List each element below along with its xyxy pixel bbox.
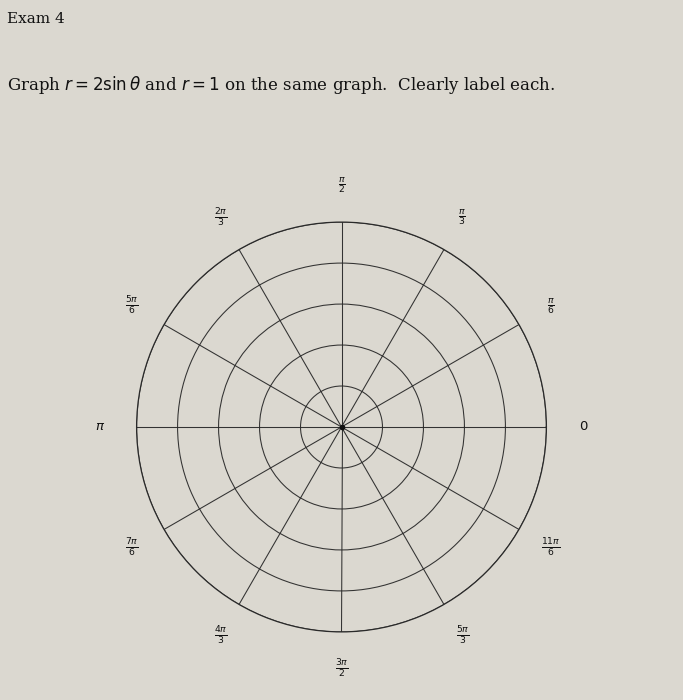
Text: Graph $r = 2\sin\theta$ and $r = 1$ on the same graph.  Clearly label each.: Graph $r = 2\sin\theta$ and $r = 1$ on t… <box>7 74 555 96</box>
Text: $\frac{\pi}{6}$: $\frac{\pi}{6}$ <box>547 296 555 316</box>
Text: $\pi$: $\pi$ <box>95 421 104 433</box>
Text: $\frac{\pi}{3}$: $\frac{\pi}{3}$ <box>458 208 466 228</box>
Text: $\frac{5\pi}{6}$: $\frac{5\pi}{6}$ <box>125 295 139 317</box>
Text: $\frac{7\pi}{6}$: $\frac{7\pi}{6}$ <box>125 537 139 559</box>
Text: $\frac{\pi}{2}$: $\frac{\pi}{2}$ <box>337 176 346 195</box>
Text: $0$: $0$ <box>579 421 588 433</box>
Text: Exam 4: Exam 4 <box>7 13 65 27</box>
Text: $\frac{11\pi}{6}$: $\frac{11\pi}{6}$ <box>541 537 561 559</box>
Text: $\frac{3\pi}{2}$: $\frac{3\pi}{2}$ <box>335 658 348 680</box>
Text: $\frac{2\pi}{3}$: $\frac{2\pi}{3}$ <box>214 206 227 229</box>
Text: $\frac{4\pi}{3}$: $\frac{4\pi}{3}$ <box>214 625 227 648</box>
Text: $\frac{5\pi}{3}$: $\frac{5\pi}{3}$ <box>456 625 469 648</box>
